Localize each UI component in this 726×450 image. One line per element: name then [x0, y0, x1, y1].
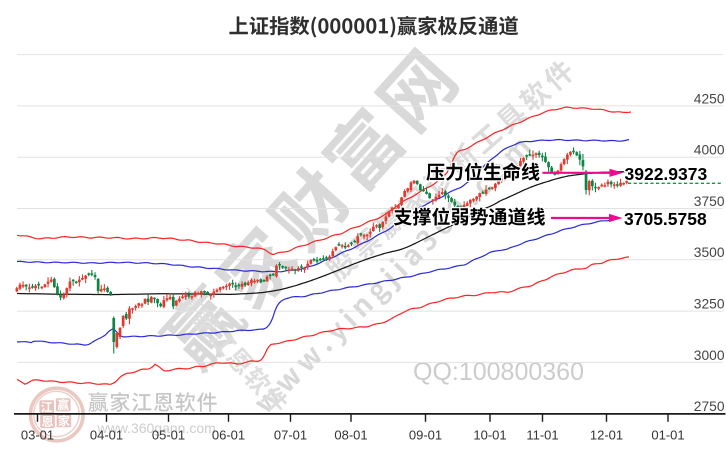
svg-text:05-01: 05-01 [152, 428, 185, 443]
svg-text:3250: 3250 [694, 297, 725, 312]
svg-text:10-01: 10-01 [473, 428, 506, 443]
svg-text:04-01: 04-01 [90, 428, 123, 443]
svg-text:09-01: 09-01 [409, 428, 442, 443]
svg-text:12-01: 12-01 [590, 428, 623, 443]
svg-text:03-01: 03-01 [21, 428, 54, 443]
svg-text:01-01: 01-01 [651, 428, 684, 443]
svg-text:3705.5758: 3705.5758 [624, 209, 707, 229]
svg-text:06-01: 06-01 [212, 428, 245, 443]
svg-text:3922.9373: 3922.9373 [625, 164, 708, 184]
svg-text:2750: 2750 [694, 399, 725, 414]
svg-text:11-01: 11-01 [526, 428, 558, 443]
svg-text:07-01: 07-01 [274, 428, 307, 443]
svg-text:4000: 4000 [694, 143, 725, 158]
svg-text:3000: 3000 [694, 348, 725, 363]
svg-text:3500: 3500 [694, 245, 725, 260]
svg-text:3750: 3750 [694, 194, 725, 209]
svg-text:08-01: 08-01 [334, 428, 367, 443]
svg-text:4250: 4250 [694, 91, 725, 106]
svg-text:www.360gann.com: www.360gann.com [97, 420, 216, 436]
